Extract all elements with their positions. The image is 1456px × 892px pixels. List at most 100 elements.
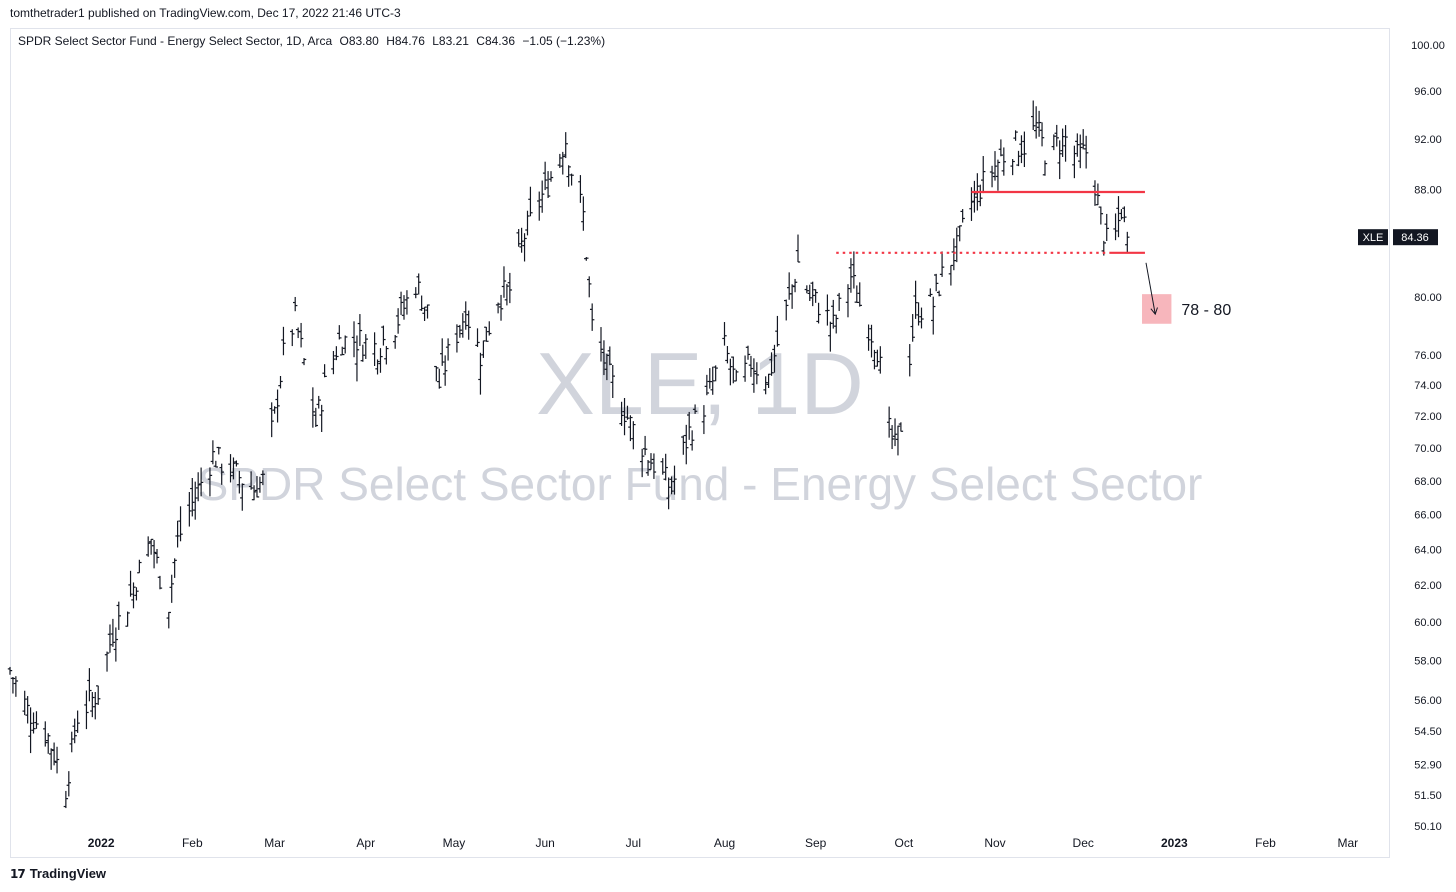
ohlc-bar [419, 295, 424, 311]
ohlc-bar [293, 296, 298, 312]
ohlc-bar [66, 771, 72, 797]
ohlc-bar [442, 355, 448, 386]
ohlc-bar [1063, 125, 1068, 162]
ohlc-bar [1033, 106, 1039, 139]
ohlc-bar [90, 692, 95, 718]
ohlc-bar [375, 359, 380, 375]
ohlc-bar [187, 492, 192, 527]
ohlc-bar [434, 365, 439, 382]
ohlc-bar [751, 358, 757, 393]
ohlc-bar [372, 332, 377, 367]
ohlc-bar [213, 460, 219, 468]
ohlc-bar [1060, 128, 1065, 158]
ohlc-bar [298, 322, 304, 348]
ohlc-bar [972, 180, 977, 213]
ohlc-bar [560, 151, 565, 175]
ohlc-bar [342, 335, 348, 354]
ohlc-bar [831, 299, 836, 329]
ohlc-bar [707, 368, 712, 389]
ohlc-bar [807, 284, 812, 301]
ohlc-bar [110, 618, 116, 647]
ohlc-bar [131, 582, 136, 609]
ohlc-bar [357, 314, 363, 347]
ohlc-bar [528, 186, 533, 217]
ohlc-bar [789, 284, 795, 309]
ohlc-bar [1019, 135, 1024, 164]
x-tick-label: Feb [1255, 836, 1276, 850]
y-tick-label: 54.50 [1414, 726, 1442, 738]
ohlc-bar [322, 364, 327, 378]
ohlc-bar [157, 575, 163, 590]
symbol-tag-text: XLE [1363, 232, 1384, 244]
ohlc-bar [43, 721, 48, 747]
ohlc-bar [631, 421, 636, 450]
y-tick-label: 96.00 [1414, 86, 1442, 98]
ohlc-bar [216, 446, 221, 455]
ohlc-bar [601, 340, 607, 376]
ohlc-bar [1036, 110, 1042, 137]
ohlc-bar [1010, 159, 1015, 176]
ohlc-bar [825, 294, 830, 326]
ohlc-bar [619, 401, 624, 426]
ohlc-bar [563, 132, 568, 159]
price-scale[interactable] [1389, 28, 1456, 858]
ohlc-bar [301, 357, 307, 366]
y-tick-label: 76.00 [1414, 350, 1442, 362]
ohlc-bar [610, 364, 615, 398]
ohlc-bar [275, 389, 280, 423]
ohlc-bar [93, 692, 98, 720]
ohlc-bar [769, 352, 774, 376]
ohlc-bar [872, 349, 877, 370]
ohlc-bar [557, 153, 563, 168]
ohlc-bar [404, 290, 410, 315]
ohlc-bar [851, 251, 857, 289]
ohlc-bar [237, 470, 242, 494]
ohlc-bar [566, 165, 571, 187]
ohlc-bar [231, 457, 236, 480]
ohlc-bar [1039, 122, 1045, 147]
ohlc-bar [178, 506, 183, 542]
ohlc-bar [931, 296, 936, 335]
ohlc-bar [337, 325, 342, 340]
ohlc-bar [854, 285, 860, 304]
ohlc-bar [1125, 231, 1130, 253]
ohlc-bar [10, 676, 16, 694]
ohlc-bar [195, 472, 201, 502]
ohlc-bar [466, 310, 471, 340]
ohlc-bar [804, 285, 810, 294]
publish-attribution: tomthetrader1 published on TradingView.c… [10, 6, 401, 20]
ohlc-bar [84, 690, 89, 730]
ohlc-bar [340, 346, 345, 356]
x-tick-label: Mar [264, 836, 285, 850]
ohlc-bar [487, 321, 492, 336]
ohlc-bar [763, 376, 768, 395]
chart-pane[interactable] [10, 28, 1389, 858]
ohlc-bar [813, 289, 818, 303]
ohlc-bar [51, 742, 57, 766]
ohlc-bar [548, 171, 554, 182]
ohlc-bar [425, 304, 430, 319]
ohlc-bar [190, 477, 195, 517]
ohlc-bar [316, 395, 321, 409]
ohlc-bar [666, 477, 671, 510]
ohlc-bar [625, 405, 630, 420]
ohlc-bar [704, 374, 710, 396]
tradingview-logo[interactable]: 17 TradingView [10, 866, 106, 881]
ohlc-bar [578, 175, 583, 203]
y-tick-label: 64.00 [1414, 544, 1442, 556]
ohlc-bar [731, 356, 736, 384]
ohlc-bar [175, 520, 180, 548]
ohlc-bar [810, 281, 815, 307]
ohlc-bar [1081, 129, 1086, 150]
ohlc-bar [916, 302, 921, 326]
ohlc-bar [495, 302, 501, 314]
x-tick-label: Aug [714, 836, 735, 850]
y-tick-label: 60.00 [1414, 617, 1442, 629]
ohlc-bar [828, 321, 833, 352]
ohlc-bar [228, 454, 233, 483]
ohlc-bar [395, 308, 401, 334]
ohlc-bar [351, 321, 357, 358]
ohlc-bar [281, 326, 286, 356]
ohlc-bar [107, 624, 113, 653]
